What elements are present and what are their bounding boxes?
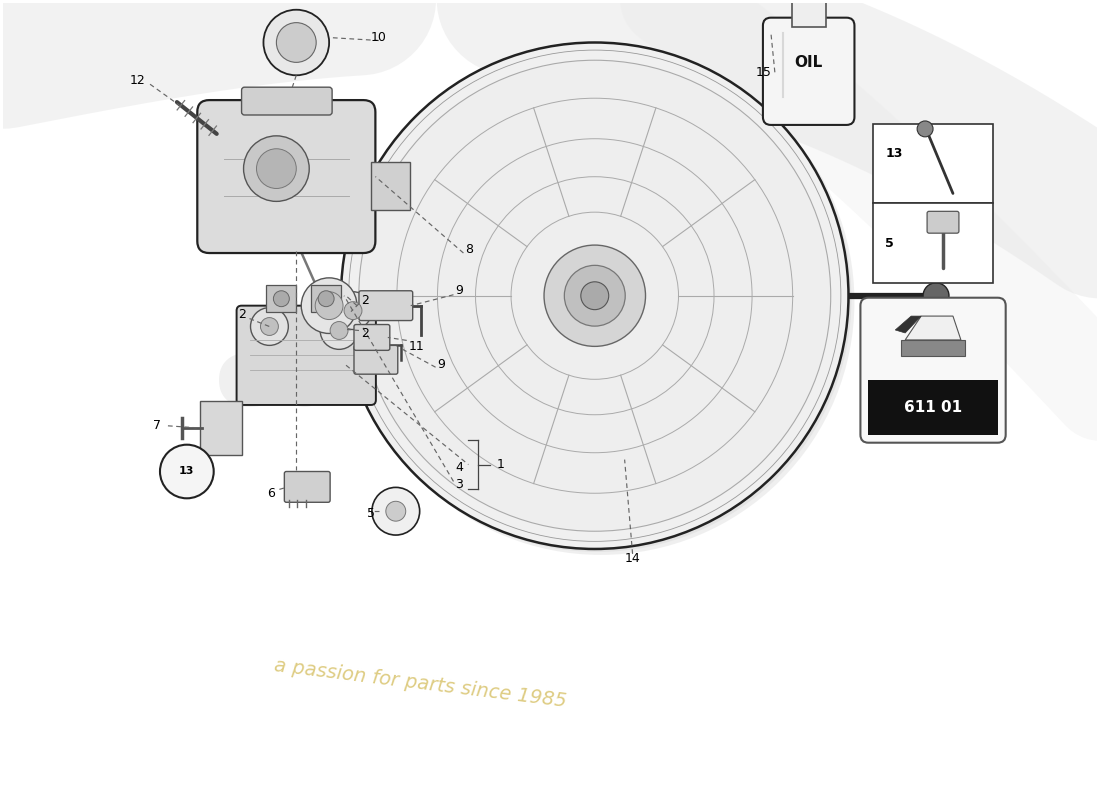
- Circle shape: [320, 312, 358, 350]
- Text: 5: 5: [886, 237, 894, 250]
- FancyBboxPatch shape: [359, 290, 412, 321]
- Text: 3: 3: [455, 478, 463, 491]
- FancyBboxPatch shape: [200, 401, 242, 454]
- Text: 15: 15: [756, 66, 772, 78]
- Circle shape: [341, 42, 848, 549]
- Text: 10: 10: [371, 31, 387, 44]
- Text: 9: 9: [455, 284, 463, 298]
- Circle shape: [346, 49, 855, 555]
- Circle shape: [251, 308, 288, 346]
- Circle shape: [359, 60, 830, 531]
- Polygon shape: [895, 316, 921, 333]
- Text: 7: 7: [153, 419, 161, 432]
- Text: 11: 11: [409, 340, 425, 353]
- Polygon shape: [905, 316, 961, 340]
- FancyBboxPatch shape: [242, 87, 332, 115]
- Text: 9: 9: [438, 358, 446, 370]
- Text: 14: 14: [625, 552, 640, 566]
- Circle shape: [316, 292, 343, 319]
- Text: OIL: OIL: [794, 55, 823, 70]
- Text: eurosares: eurosares: [216, 334, 745, 426]
- Circle shape: [923, 283, 949, 309]
- FancyBboxPatch shape: [868, 380, 998, 434]
- FancyBboxPatch shape: [763, 18, 855, 125]
- FancyBboxPatch shape: [236, 306, 376, 405]
- FancyBboxPatch shape: [266, 285, 296, 312]
- FancyBboxPatch shape: [873, 203, 993, 283]
- Circle shape: [276, 22, 316, 62]
- Circle shape: [160, 445, 213, 498]
- Circle shape: [264, 10, 329, 75]
- Circle shape: [334, 292, 372, 330]
- Text: 12: 12: [129, 74, 145, 86]
- Text: 13: 13: [179, 466, 195, 477]
- Polygon shape: [901, 340, 965, 356]
- Circle shape: [917, 121, 933, 137]
- FancyBboxPatch shape: [284, 471, 330, 502]
- Text: 5: 5: [367, 506, 375, 520]
- Text: 6: 6: [267, 487, 275, 500]
- Circle shape: [243, 136, 309, 202]
- Circle shape: [274, 290, 289, 306]
- Text: a passion for parts since 1985: a passion for parts since 1985: [273, 656, 568, 710]
- Text: 2: 2: [361, 294, 368, 307]
- FancyBboxPatch shape: [354, 346, 398, 374]
- FancyBboxPatch shape: [927, 211, 959, 233]
- Circle shape: [256, 149, 296, 189]
- Circle shape: [386, 502, 406, 521]
- Circle shape: [581, 282, 608, 310]
- FancyBboxPatch shape: [372, 162, 410, 210]
- Text: 611 01: 611 01: [904, 400, 962, 415]
- FancyBboxPatch shape: [860, 298, 1005, 442]
- Circle shape: [318, 290, 334, 306]
- FancyBboxPatch shape: [197, 100, 375, 253]
- Circle shape: [372, 487, 420, 535]
- Circle shape: [330, 322, 348, 339]
- FancyBboxPatch shape: [311, 285, 341, 312]
- Circle shape: [344, 302, 362, 319]
- Circle shape: [261, 318, 278, 335]
- FancyBboxPatch shape: [873, 124, 993, 203]
- Text: 2: 2: [238, 308, 245, 321]
- Text: 13: 13: [886, 147, 903, 160]
- Circle shape: [564, 266, 625, 326]
- Text: 1: 1: [496, 458, 504, 471]
- Text: 4: 4: [455, 461, 463, 474]
- Text: 2: 2: [361, 327, 368, 340]
- Circle shape: [544, 245, 646, 346]
- FancyBboxPatch shape: [354, 325, 389, 350]
- Circle shape: [344, 46, 851, 552]
- FancyBboxPatch shape: [792, 0, 826, 26]
- Text: 8: 8: [465, 242, 473, 255]
- Circle shape: [301, 278, 358, 334]
